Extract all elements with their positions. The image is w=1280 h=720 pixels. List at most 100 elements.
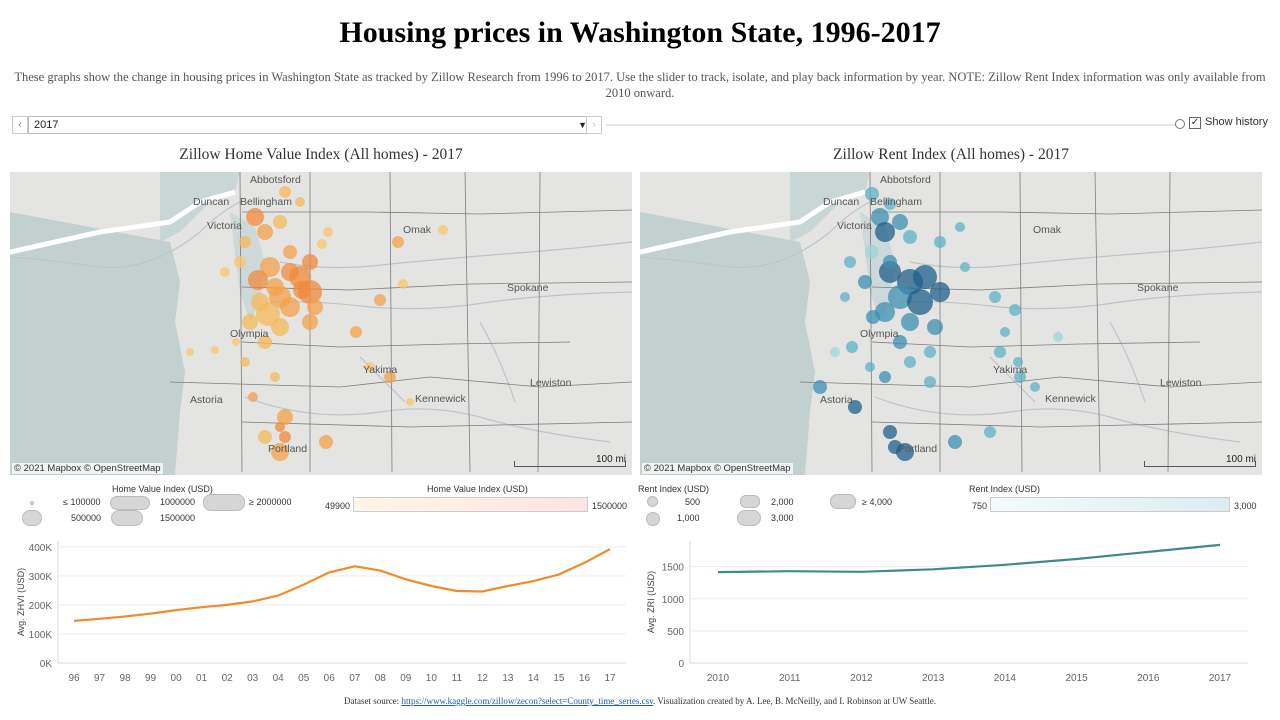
map-attribution[interactable]: © 2021 Mapbox © OpenStreetMap [642, 463, 793, 474]
map-marker[interactable] [879, 371, 891, 383]
map-marker[interactable] [279, 431, 291, 443]
map-marker[interactable] [248, 270, 268, 290]
map-marker[interactable] [1000, 327, 1010, 337]
data-point[interactable] [476, 586, 488, 598]
data-point[interactable] [999, 559, 1011, 571]
data-point[interactable] [298, 579, 310, 591]
year-slider-track[interactable] [606, 124, 1180, 126]
map-marker[interactable] [273, 215, 287, 229]
data-point[interactable] [170, 604, 182, 616]
map-marker[interactable] [1053, 332, 1063, 342]
map-marker[interactable] [277, 409, 293, 425]
map-marker[interactable] [892, 214, 908, 230]
home-value-map[interactable]: Abbotsford Duncan Bellingham Victoria Omak Sp… [10, 172, 632, 475]
rent-map-canvas[interactable] [640, 172, 1262, 475]
map-marker[interactable] [279, 186, 291, 198]
data-point[interactable] [94, 613, 106, 625]
map-marker[interactable] [248, 392, 258, 402]
map-marker[interactable] [392, 236, 404, 248]
map-marker[interactable] [319, 435, 333, 449]
map-marker[interactable] [211, 346, 219, 354]
map-marker[interactable] [438, 225, 448, 235]
map-marker[interactable] [865, 362, 875, 372]
map-marker[interactable] [239, 236, 251, 248]
map-marker[interactable] [256, 302, 280, 326]
map-marker[interactable] [994, 346, 1006, 358]
data-point[interactable] [1142, 546, 1154, 558]
data-point[interactable] [374, 565, 386, 577]
map-marker[interactable] [865, 245, 879, 259]
map-marker[interactable] [1009, 304, 1021, 316]
map-marker[interactable] [901, 313, 919, 331]
map-marker[interactable] [350, 326, 362, 338]
map-marker[interactable] [830, 347, 840, 357]
map-marker[interactable] [984, 426, 996, 438]
map-marker[interactable] [271, 443, 289, 461]
map-marker[interactable] [1030, 382, 1040, 392]
map-marker[interactable] [907, 289, 933, 315]
map-attribution[interactable]: © 2021 Mapbox © OpenStreetMap [12, 463, 163, 474]
data-point[interactable] [323, 566, 335, 578]
map-marker[interactable] [384, 371, 396, 383]
map-marker[interactable] [242, 314, 258, 330]
data-point[interactable] [119, 611, 131, 623]
map-marker[interactable] [295, 197, 305, 207]
map-marker[interactable] [260, 257, 280, 277]
map-marker[interactable] [374, 294, 386, 306]
map-marker[interactable] [406, 398, 414, 406]
map-marker[interactable] [269, 286, 291, 308]
map-marker[interactable] [257, 224, 273, 240]
data-point[interactable] [553, 568, 565, 580]
data-point[interactable] [784, 565, 796, 577]
map-marker[interactable] [232, 338, 240, 346]
map-marker[interactable] [840, 292, 850, 302]
data-point[interactable] [145, 608, 157, 620]
map-marker[interactable] [307, 299, 323, 315]
map-marker[interactable] [323, 227, 333, 237]
data-point[interactable] [425, 580, 437, 592]
data-point[interactable] [68, 615, 80, 627]
series-line[interactable] [717, 543, 1221, 574]
zri-line-chart[interactable]: 0 500 1000 1500 2010 2011 2012 2013 2014 2015 2016… [640, 535, 1270, 685]
zhvi-line-chart[interactable]: 0K 100K 200K 300K 400K 96 97 98 99 00 01 02 03 04 05 06… [10, 535, 632, 685]
data-point[interactable] [527, 575, 539, 587]
map-marker[interactable] [302, 254, 318, 270]
map-marker[interactable] [948, 435, 962, 449]
year-dropdown[interactable]: 2017 ▼ [28, 116, 592, 134]
data-point[interactable] [604, 543, 616, 555]
map-marker[interactable] [281, 263, 299, 281]
map-marker[interactable] [934, 236, 946, 248]
year-slider-handle[interactable] [1175, 119, 1185, 129]
map-marker[interactable] [844, 256, 856, 268]
data-point[interactable] [712, 566, 724, 578]
map-marker[interactable] [302, 314, 318, 330]
data-point[interactable] [451, 585, 463, 597]
home-value-map-canvas[interactable] [10, 172, 632, 475]
map-marker[interactable] [924, 346, 936, 358]
map-marker[interactable] [893, 335, 907, 349]
map-marker[interactable] [871, 208, 889, 226]
map-marker[interactable] [234, 256, 246, 268]
data-point[interactable] [400, 573, 412, 585]
map-marker[interactable] [317, 239, 327, 249]
map-marker[interactable] [875, 222, 895, 242]
data-point[interactable] [1214, 539, 1226, 551]
map-marker[interactable] [240, 357, 250, 367]
map-marker[interactable] [865, 187, 879, 201]
dataset-source-link[interactable]: https://www.kaggle.com/zillow/zecon?sele… [401, 696, 654, 706]
map-marker[interactable] [275, 422, 285, 432]
data-point[interactable] [196, 601, 208, 613]
map-marker[interactable] [365, 362, 375, 372]
map-marker[interactable] [270, 372, 280, 382]
map-marker[interactable] [246, 208, 264, 226]
data-point[interactable] [578, 557, 590, 569]
map-marker[interactable] [258, 335, 272, 349]
map-marker[interactable] [927, 319, 943, 335]
data-point[interactable] [221, 599, 233, 611]
map-marker[interactable] [883, 425, 897, 439]
map-marker[interactable] [883, 255, 897, 269]
map-marker[interactable] [1013, 357, 1023, 367]
map-marker[interactable] [960, 262, 970, 272]
map-marker[interactable] [220, 267, 230, 277]
data-point[interactable] [1071, 553, 1083, 565]
